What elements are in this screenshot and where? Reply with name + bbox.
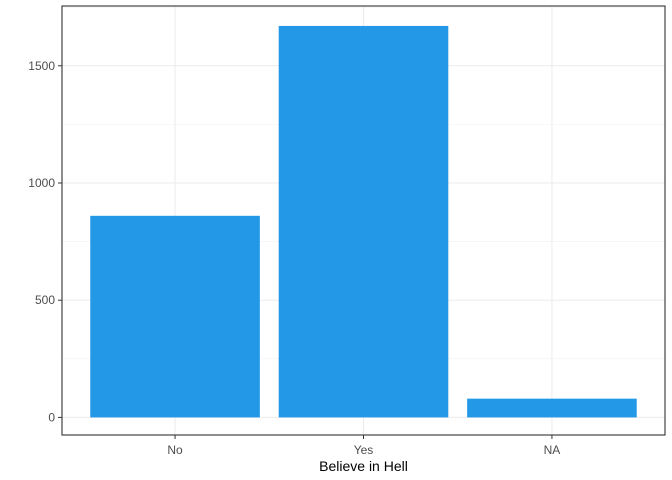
- y-axis: 0 500 1000 1500: [28, 59, 62, 424]
- bar-yes: [278, 25, 449, 418]
- bars: [90, 25, 637, 418]
- y-tick-label: 0: [48, 410, 55, 424]
- y-tick-label: 1000: [28, 176, 55, 190]
- x-tick-label: Yes: [354, 443, 374, 457]
- y-tick-label: 1500: [28, 59, 55, 73]
- x-axis: No Yes NA: [167, 435, 560, 457]
- x-tick-label: No: [167, 443, 183, 457]
- bar-na: [467, 398, 637, 418]
- bar-no: [90, 215, 260, 418]
- x-tick-label: NA: [544, 443, 561, 457]
- y-tick-label: 500: [35, 293, 55, 307]
- x-axis-title: Believe in Hell: [319, 458, 408, 474]
